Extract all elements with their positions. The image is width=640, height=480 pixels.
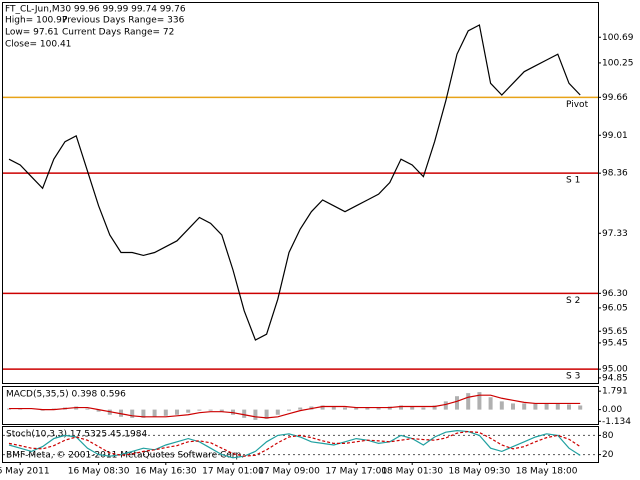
series-line bbox=[9, 394, 581, 419]
y-tick-label: 96.30 bbox=[602, 289, 628, 299]
bar bbox=[432, 405, 437, 410]
y-tick-label: 95.00 bbox=[602, 365, 628, 375]
bar bbox=[141, 409, 146, 418]
watermark: BMF-Meta, © 2001-2011 MetaQuotes Softwar… bbox=[6, 451, 244, 461]
x-tick-label: 16 May 16:30 bbox=[135, 467, 197, 477]
bar bbox=[175, 409, 179, 415]
x-tick-label: 18 May 01:30 bbox=[381, 467, 443, 477]
main-panel bbox=[2, 2, 599, 384]
panel-title: MACD(5,35,5) 0.398 0.596 bbox=[6, 390, 126, 400]
bar bbox=[197, 409, 202, 411]
y-tick-label: 99.66 bbox=[602, 93, 628, 103]
bar bbox=[354, 407, 359, 410]
header-stat: Close= 100.41 bbox=[5, 40, 71, 50]
x-tick-label: 18 May 09:30 bbox=[449, 467, 511, 477]
y-tick-label: 95.65 bbox=[602, 327, 628, 337]
bar bbox=[96, 409, 101, 412]
y-tick-label: 0.00 bbox=[602, 405, 622, 415]
level-label: S 2 bbox=[566, 296, 580, 306]
bar bbox=[421, 407, 426, 410]
x-tick-label: 17 May 01:00 bbox=[202, 467, 264, 477]
bar bbox=[522, 403, 527, 410]
series-line bbox=[8, 24, 581, 341]
x-tick-label: 17 May 09:00 bbox=[258, 467, 320, 477]
bar bbox=[152, 409, 157, 417]
bar bbox=[242, 409, 247, 418]
bar bbox=[455, 396, 459, 410]
bar bbox=[488, 397, 493, 410]
bar bbox=[208, 409, 213, 411]
y-tick-label: 97.33 bbox=[602, 229, 628, 239]
bar bbox=[477, 392, 482, 410]
bar bbox=[343, 407, 347, 410]
header-stat: High= 100.97 bbox=[5, 16, 68, 26]
y-tick-label: 99.01 bbox=[602, 131, 628, 141]
bar bbox=[219, 409, 224, 412]
y-tick-label: 100.69 bbox=[602, 33, 634, 43]
level-label: Pivot bbox=[566, 100, 589, 110]
y-tick-label: 94.85 bbox=[602, 373, 628, 383]
bar bbox=[320, 405, 325, 410]
y-tick-label: 1.791 bbox=[602, 387, 628, 397]
bar bbox=[511, 403, 515, 410]
bar bbox=[264, 409, 269, 419]
header-stat: Current Days Range= 72 bbox=[62, 28, 174, 38]
y-tick-label: 80 bbox=[602, 431, 614, 441]
bar bbox=[298, 407, 303, 410]
bar bbox=[410, 406, 415, 410]
y-tick-label: 20 bbox=[602, 450, 614, 460]
bar bbox=[365, 407, 370, 410]
macd-panel bbox=[2, 386, 599, 425]
y-tick-label: 100.25 bbox=[602, 58, 634, 68]
x-tick-label: 17 May 17:00 bbox=[325, 467, 387, 477]
chart-title: FT_CL-Jun,M30 99.96 99.99 99.74 99.76 bbox=[5, 5, 186, 15]
bar bbox=[399, 405, 403, 410]
bar bbox=[376, 407, 381, 410]
level-label: S 3 bbox=[566, 372, 580, 382]
bar bbox=[567, 404, 571, 410]
series-line bbox=[8, 429, 581, 459]
x-tick-label: 16 May 2011 bbox=[0, 467, 50, 477]
panel-title: Stoch(10,3,3) 17.5325 45.1984 bbox=[6, 430, 147, 440]
y-tick-label: -1.134 bbox=[602, 417, 631, 427]
bar bbox=[331, 406, 336, 410]
y-tick-label: 96.05 bbox=[602, 303, 628, 313]
bar bbox=[85, 408, 90, 410]
bar bbox=[163, 409, 168, 416]
x-tick-label: 18 May 18:00 bbox=[516, 467, 578, 477]
bar bbox=[555, 403, 560, 410]
bar bbox=[275, 409, 280, 415]
bar bbox=[533, 403, 538, 410]
bar bbox=[499, 401, 504, 410]
stoch-panel bbox=[2, 426, 599, 463]
bar bbox=[186, 409, 191, 413]
bar bbox=[443, 401, 448, 410]
series-line bbox=[8, 430, 581, 457]
x-tick-label: 16 May 08:30 bbox=[68, 467, 130, 477]
header-stat: Low= 97.61 bbox=[5, 28, 59, 38]
level-label: S 1 bbox=[566, 176, 580, 186]
bar bbox=[253, 409, 258, 420]
y-tick-label: 98.36 bbox=[602, 169, 628, 179]
bar bbox=[287, 409, 291, 411]
y-tick-label: 95.45 bbox=[602, 338, 628, 348]
bar bbox=[466, 393, 471, 410]
header-stat: Previous Days Range= 336 bbox=[62, 16, 185, 26]
bar bbox=[578, 405, 583, 410]
bar bbox=[130, 409, 135, 418]
bar bbox=[544, 403, 549, 410]
